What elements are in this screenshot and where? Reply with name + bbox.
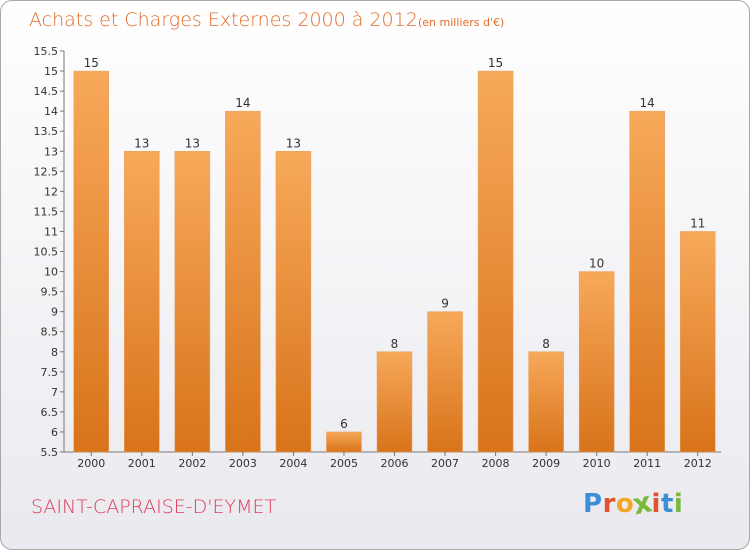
- y-tick-label: 10.5: [34, 246, 59, 259]
- bar-value-label: 15: [488, 56, 503, 70]
- logo-letter: t: [660, 489, 674, 519]
- y-tick-label: 6: [51, 426, 58, 439]
- y-tick-label: 8.5: [41, 326, 59, 339]
- y-tick-label: 15: [44, 65, 58, 78]
- bar-value-label: 11: [690, 216, 705, 230]
- bar: [477, 70, 514, 453]
- chart-unit-note: (en milliers d'€): [418, 16, 505, 29]
- x-tick-label: 2003: [229, 457, 257, 470]
- y-tick-label: 11: [44, 225, 58, 238]
- y-tick-label: 7.5: [41, 366, 59, 379]
- logo-letter: P: [583, 489, 603, 519]
- bar: [124, 151, 160, 453]
- bar-value-label: 10: [589, 257, 604, 271]
- bar: [73, 70, 110, 453]
- bar: [679, 231, 716, 453]
- logo-letter: o: [615, 489, 635, 519]
- bar-value-label: 13: [286, 136, 301, 150]
- x-tick-label: 2012: [684, 457, 712, 470]
- bar: [174, 151, 211, 453]
- x-tick-label: 2008: [482, 457, 510, 470]
- bar-value-label: 8: [542, 337, 550, 351]
- y-tick-label: 15.5: [34, 45, 59, 58]
- chart-title: Achats et Charges Externes 2000 à 2012: [29, 9, 418, 31]
- logo-letter: i: [651, 489, 661, 519]
- x-tick-label: 2009: [532, 457, 560, 470]
- location-name: SAINT-CAPRAISE-D'EYMET: [31, 496, 277, 518]
- bar: [275, 151, 312, 453]
- x-tick-label: 2010: [583, 457, 611, 470]
- proxiti-logo: Proxiti: [583, 486, 684, 522]
- y-tick-label: 12.5: [34, 165, 59, 178]
- y-tick-label: 13.5: [34, 125, 59, 138]
- bar: [326, 431, 362, 453]
- y-tick-label: 10: [44, 266, 58, 279]
- y-tick-label: 11.5: [34, 205, 59, 218]
- y-tick-label: 12: [44, 185, 58, 198]
- x-tick-label: 2011: [633, 457, 661, 470]
- bar-value-label: 14: [640, 96, 655, 110]
- bar: [629, 110, 665, 453]
- x-tick-label: 2007: [431, 457, 459, 470]
- y-tick-label: 14: [44, 105, 58, 118]
- bar: [427, 311, 463, 453]
- y-tick-label: 6.5: [41, 406, 59, 419]
- x-tick-label: 2006: [381, 457, 409, 470]
- logo-letter: i: [673, 489, 684, 519]
- y-tick-label: 9: [51, 306, 58, 319]
- bar-value-label: 15: [84, 56, 99, 70]
- bar: [225, 110, 261, 453]
- x-tick-label: 2000: [77, 457, 105, 470]
- y-tick-label: 5.5: [41, 446, 59, 459]
- bar: [376, 351, 413, 453]
- bar-value-label: 6: [340, 417, 348, 431]
- bar-value-label: 14: [235, 96, 250, 110]
- bar-value-label: 9: [441, 297, 449, 311]
- y-tick-label: 13: [44, 145, 58, 158]
- y-tick-label: 8: [51, 346, 58, 359]
- bar-value-label: 13: [134, 136, 149, 150]
- x-tick-label: 2005: [330, 457, 358, 470]
- x-tick-label: 2004: [279, 457, 307, 470]
- bar-value-label: 13: [185, 136, 200, 150]
- y-tick-label: 14.5: [34, 85, 59, 98]
- logo-letter: r: [602, 489, 616, 519]
- bar: [578, 271, 615, 453]
- y-tick-label: 9.5: [41, 286, 59, 299]
- x-tick-label: 2001: [128, 457, 156, 470]
- x-tick-label: 2002: [178, 457, 206, 470]
- y-tick-label: 7: [51, 386, 58, 399]
- bar-value-label: 8: [391, 337, 399, 351]
- bar: [528, 351, 564, 453]
